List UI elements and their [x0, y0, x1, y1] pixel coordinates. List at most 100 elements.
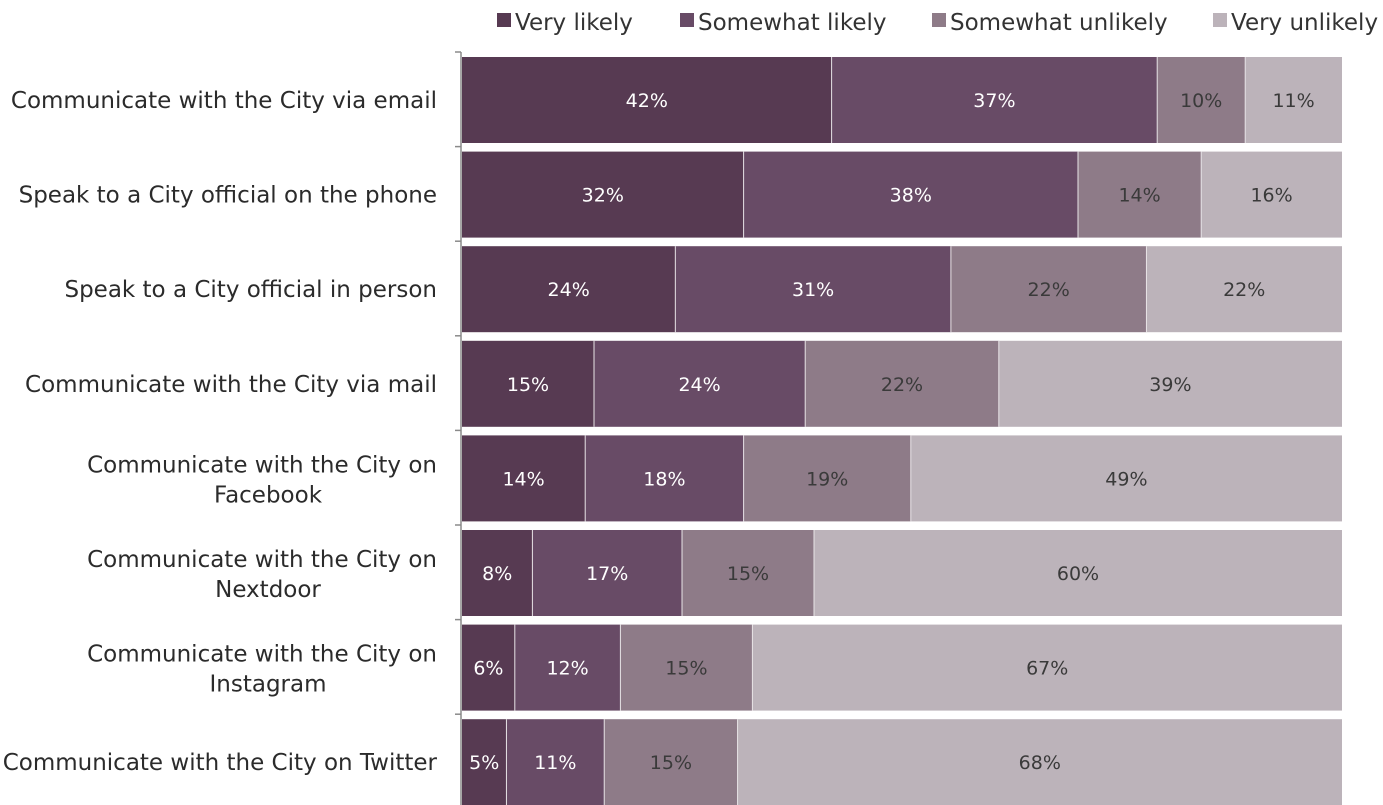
data-label: 32% — [582, 185, 624, 207]
category-label: Communicate with the City on Twitter — [3, 750, 438, 776]
legend-item-somewhat-unlikely: Somewhat unlikely — [932, 10, 1168, 36]
bar-segment-very-unlikely — [752, 624, 1342, 711]
category-axis — [455, 51, 462, 805]
bar-segment-somewhat-unlikely — [682, 530, 814, 616]
data-label: 31% — [792, 279, 834, 301]
bar-segment-very-likely — [462, 151, 744, 238]
bar-segment-very-unlikely — [1245, 57, 1342, 143]
bar-segment-very-unlikely — [737, 719, 1342, 805]
category-label-line: Nextdoor — [215, 577, 321, 603]
data-label: 15% — [665, 658, 707, 680]
data-label: 68% — [1019, 752, 1061, 774]
data-label: 39% — [1149, 374, 1191, 396]
category-label-line: Communicate with the City on — [87, 642, 437, 668]
bar-segment-very-unlikely — [1201, 151, 1342, 238]
category-label: Communicate with the City via email — [11, 88, 437, 114]
bar-row: 8% 17% 15% 60% — [462, 530, 1342, 616]
category-label: Communicate with the City via mail — [25, 372, 437, 398]
bar-segment-very-unlikely — [1146, 246, 1342, 333]
category-label-line: Facebook — [214, 482, 323, 508]
category-label: Communicate with the City on Facebook — [87, 452, 437, 508]
data-label: 42% — [626, 90, 668, 112]
bar-segment-somewhat-likely — [585, 435, 744, 522]
data-label: 17% — [586, 563, 628, 585]
category-label: Communicate with the City on Instagram — [87, 642, 437, 698]
legend-item-somewhat-likely: Somewhat likely — [680, 10, 886, 36]
bar-row: 6% 12% 15% 67% — [462, 624, 1342, 711]
legend-label: Somewhat likely — [698, 10, 886, 36]
category-label-line: Communicate with the City on — [87, 452, 437, 478]
bar-segment-somewhat-unlikely — [620, 624, 753, 711]
data-label: 11% — [1272, 90, 1314, 112]
bar-row: 14% 18% 19% 49% — [462, 435, 1342, 522]
bar-segment-somewhat-likely — [675, 246, 951, 333]
bar-segment-very-likely — [462, 435, 586, 522]
data-label: 38% — [890, 185, 932, 207]
legend-label: Very unlikely — [1231, 10, 1378, 36]
bar-segment-somewhat-likely — [514, 624, 621, 711]
data-label: 24% — [678, 374, 720, 396]
bar-segment-very-unlikely — [998, 340, 1342, 427]
data-label: 15% — [727, 563, 769, 585]
data-label: 18% — [643, 468, 685, 490]
bar-row: 24% 31% 22% 22% — [462, 246, 1342, 333]
data-label: 60% — [1057, 563, 1099, 585]
data-label: 37% — [973, 90, 1015, 112]
bar-row: 42% 37% 10% 11% — [462, 57, 1342, 143]
bar-row: 32% 38% 14% 16% — [462, 151, 1342, 238]
legend-swatch — [1213, 13, 1227, 27]
bar-segment-very-likely — [462, 719, 507, 805]
data-label: 22% — [1223, 279, 1265, 301]
legend-swatch — [932, 13, 946, 27]
category-label: Speak to a City official on the phone — [19, 183, 437, 209]
data-label: 15% — [650, 752, 692, 774]
data-label: 24% — [548, 279, 590, 301]
bar-segment-very-likely — [462, 530, 533, 616]
bar-segment-very-likely — [462, 246, 676, 333]
data-label: 15% — [507, 374, 549, 396]
bar-segment-somewhat-likely — [594, 340, 806, 427]
bar-segment-somewhat-likely — [506, 719, 605, 805]
data-label: 49% — [1105, 468, 1147, 490]
data-label: 22% — [881, 374, 923, 396]
bar-row: 15% 24% 22% 39% — [462, 340, 1342, 427]
bar-row: 5% 11% 15% 68% — [462, 719, 1342, 805]
data-label: 67% — [1026, 658, 1068, 680]
legend: Very likely Somewhat likely Somewhat unlik… — [497, 10, 1378, 36]
category-labels: Communicate with the City via email Speak… — [3, 88, 438, 776]
bar-segment-somewhat-likely — [532, 530, 682, 616]
bar-segment-somewhat-unlikely — [604, 719, 738, 805]
bars: 42% 37% 10% 11% 32% 38% 14% 16% 24% 31% 22% 22% 15% 2… — [462, 57, 1342, 805]
bar-segment-somewhat-unlikely — [950, 246, 1147, 333]
category-label-line: Instagram — [209, 672, 326, 698]
legend-label: Somewhat unlikely — [950, 10, 1168, 36]
bar-segment-somewhat-unlikely — [1157, 57, 1246, 143]
bar-segment-very-likely — [462, 57, 832, 143]
legend-label: Very likely — [515, 10, 633, 36]
data-label: 22% — [1028, 279, 1070, 301]
category-label-line: Communicate with the City on — [87, 547, 437, 573]
data-label: 14% — [502, 468, 544, 490]
data-label: 14% — [1118, 185, 1160, 207]
data-label: 12% — [546, 658, 588, 680]
data-label: 10% — [1180, 90, 1222, 112]
legend-swatch — [497, 13, 511, 27]
bar-segment-somewhat-unlikely — [743, 435, 911, 522]
bar-segment-somewhat-unlikely — [805, 340, 999, 427]
bar-segment-somewhat-likely — [743, 151, 1078, 238]
data-label: 19% — [806, 468, 848, 490]
data-label: 5% — [469, 752, 499, 774]
data-label: 11% — [534, 752, 576, 774]
data-label: 6% — [473, 658, 503, 680]
category-label: Communicate with the City on Nextdoor — [87, 547, 437, 603]
legend-item-very-likely: Very likely — [497, 10, 633, 36]
bar-segment-somewhat-likely — [831, 57, 1158, 143]
bar-segment-somewhat-unlikely — [1078, 151, 1202, 238]
bar-segment-very-likely — [462, 624, 515, 711]
data-label: 16% — [1250, 185, 1292, 207]
bar-segment-very-unlikely — [814, 530, 1342, 616]
legend-swatch — [680, 13, 694, 27]
bar-segment-very-unlikely — [910, 435, 1342, 522]
